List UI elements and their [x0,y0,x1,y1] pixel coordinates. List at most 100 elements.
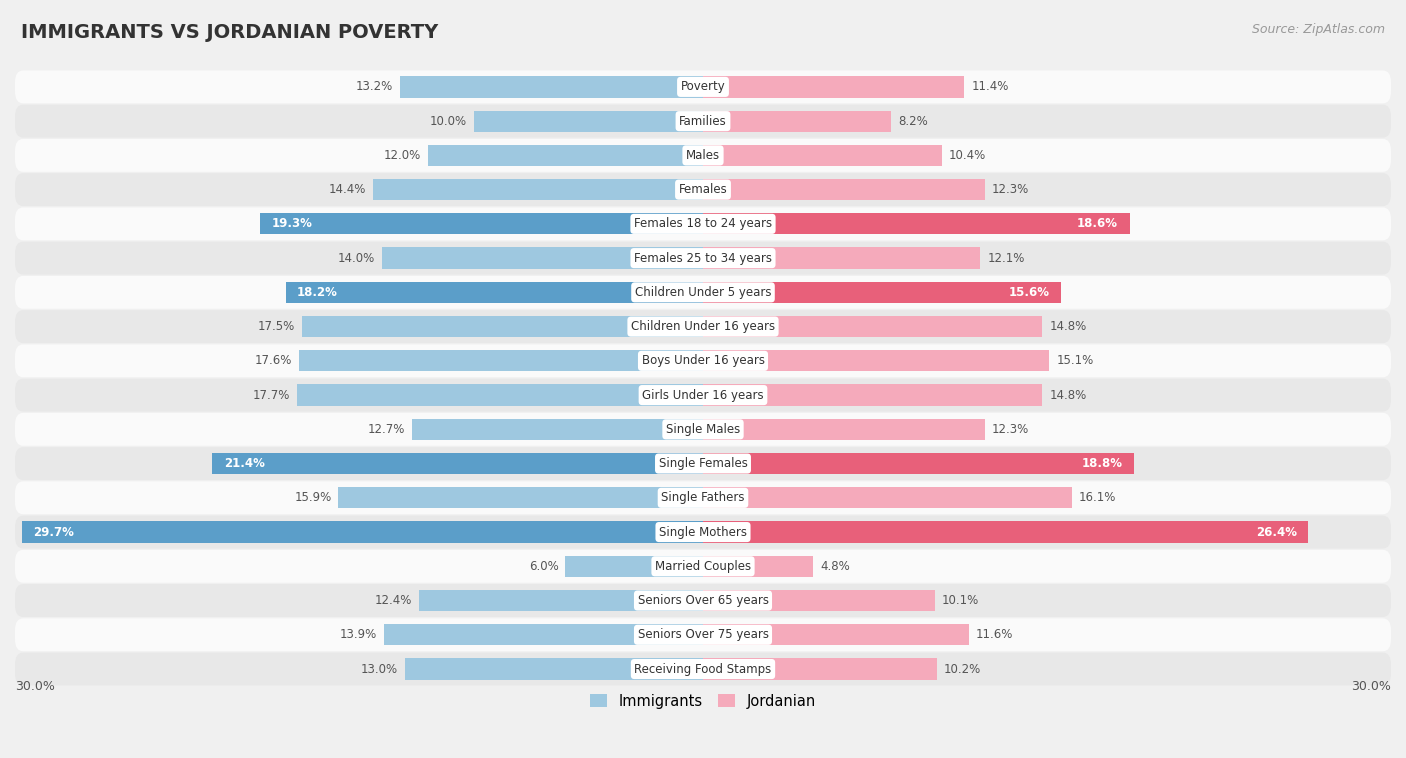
Text: 11.6%: 11.6% [976,628,1014,641]
Bar [703,453,1135,475]
Bar [474,111,703,132]
Text: 12.4%: 12.4% [374,594,412,607]
Bar [703,350,1049,371]
Text: 21.4%: 21.4% [224,457,264,470]
Bar [299,350,703,371]
Text: Single Males: Single Males [666,423,740,436]
Text: 30.0%: 30.0% [1351,680,1391,693]
Text: 17.7%: 17.7% [253,389,290,402]
Text: 10.0%: 10.0% [430,114,467,127]
Bar [302,316,703,337]
Text: 6.0%: 6.0% [529,560,558,573]
Bar [703,418,986,440]
Bar [373,179,703,200]
Bar [703,316,1042,337]
Text: Single Females: Single Females [658,457,748,470]
FancyBboxPatch shape [15,344,1391,377]
Bar [703,179,986,200]
Bar [703,111,891,132]
Bar [703,624,969,645]
Bar [703,556,813,577]
Bar [339,487,703,509]
FancyBboxPatch shape [15,105,1391,137]
Text: 15.1%: 15.1% [1056,354,1094,368]
Text: Females: Females [679,183,727,196]
FancyBboxPatch shape [15,242,1391,274]
Text: 30.0%: 30.0% [15,680,55,693]
Bar [297,384,703,406]
Text: 12.7%: 12.7% [367,423,405,436]
Bar [260,213,703,234]
Text: IMMIGRANTS VS JORDANIAN POVERTY: IMMIGRANTS VS JORDANIAN POVERTY [21,23,439,42]
FancyBboxPatch shape [15,139,1391,172]
Bar [22,522,703,543]
Text: Poverty: Poverty [681,80,725,93]
Bar [703,145,942,166]
FancyBboxPatch shape [15,584,1391,617]
Text: 16.1%: 16.1% [1080,491,1116,504]
Text: Males: Males [686,149,720,162]
FancyBboxPatch shape [15,515,1391,549]
Text: Single Fathers: Single Fathers [661,491,745,504]
FancyBboxPatch shape [15,70,1391,103]
Text: 12.3%: 12.3% [993,423,1029,436]
Bar [703,487,1073,509]
Text: 10.1%: 10.1% [942,594,979,607]
Text: Families: Families [679,114,727,127]
Text: 13.0%: 13.0% [361,662,398,675]
Bar [405,659,703,680]
FancyBboxPatch shape [15,619,1391,651]
FancyBboxPatch shape [15,310,1391,343]
Text: 17.6%: 17.6% [254,354,292,368]
Text: 18.6%: 18.6% [1077,218,1118,230]
Text: 13.2%: 13.2% [356,80,394,93]
Text: Seniors Over 65 years: Seniors Over 65 years [637,594,769,607]
FancyBboxPatch shape [15,173,1391,206]
FancyBboxPatch shape [15,550,1391,583]
Text: 10.4%: 10.4% [949,149,986,162]
Bar [703,384,1042,406]
Text: 19.3%: 19.3% [271,218,312,230]
Text: 18.8%: 18.8% [1081,457,1122,470]
Text: 29.7%: 29.7% [34,525,75,539]
Bar [703,248,980,269]
Bar [285,282,703,303]
Text: 12.1%: 12.1% [987,252,1025,265]
Bar [401,77,703,98]
Bar [427,145,703,166]
Legend: Immigrants, Jordanian: Immigrants, Jordanian [583,688,823,715]
Text: Receiving Food Stamps: Receiving Food Stamps [634,662,772,675]
Text: 8.2%: 8.2% [898,114,928,127]
Text: 12.3%: 12.3% [993,183,1029,196]
Text: 18.2%: 18.2% [297,286,337,299]
Text: 17.5%: 17.5% [257,320,295,333]
Text: Married Couples: Married Couples [655,560,751,573]
FancyBboxPatch shape [15,447,1391,480]
Text: 14.8%: 14.8% [1049,320,1087,333]
Text: 12.0%: 12.0% [384,149,420,162]
Text: Children Under 16 years: Children Under 16 years [631,320,775,333]
FancyBboxPatch shape [15,208,1391,240]
Bar [703,522,1309,543]
Bar [703,77,965,98]
Bar [419,590,703,611]
Text: Females 18 to 24 years: Females 18 to 24 years [634,218,772,230]
Bar [565,556,703,577]
Text: 14.4%: 14.4% [329,183,366,196]
Bar [384,624,703,645]
Text: 13.9%: 13.9% [340,628,377,641]
Bar [703,590,935,611]
Text: 14.8%: 14.8% [1049,389,1087,402]
Bar [412,418,703,440]
FancyBboxPatch shape [15,481,1391,514]
FancyBboxPatch shape [15,653,1391,685]
Text: 10.2%: 10.2% [943,662,981,675]
Text: Boys Under 16 years: Boys Under 16 years [641,354,765,368]
Text: Source: ZipAtlas.com: Source: ZipAtlas.com [1251,23,1385,36]
Text: Females 25 to 34 years: Females 25 to 34 years [634,252,772,265]
Text: Girls Under 16 years: Girls Under 16 years [643,389,763,402]
Bar [382,248,703,269]
Text: 14.0%: 14.0% [337,252,375,265]
FancyBboxPatch shape [15,379,1391,412]
FancyBboxPatch shape [15,276,1391,309]
